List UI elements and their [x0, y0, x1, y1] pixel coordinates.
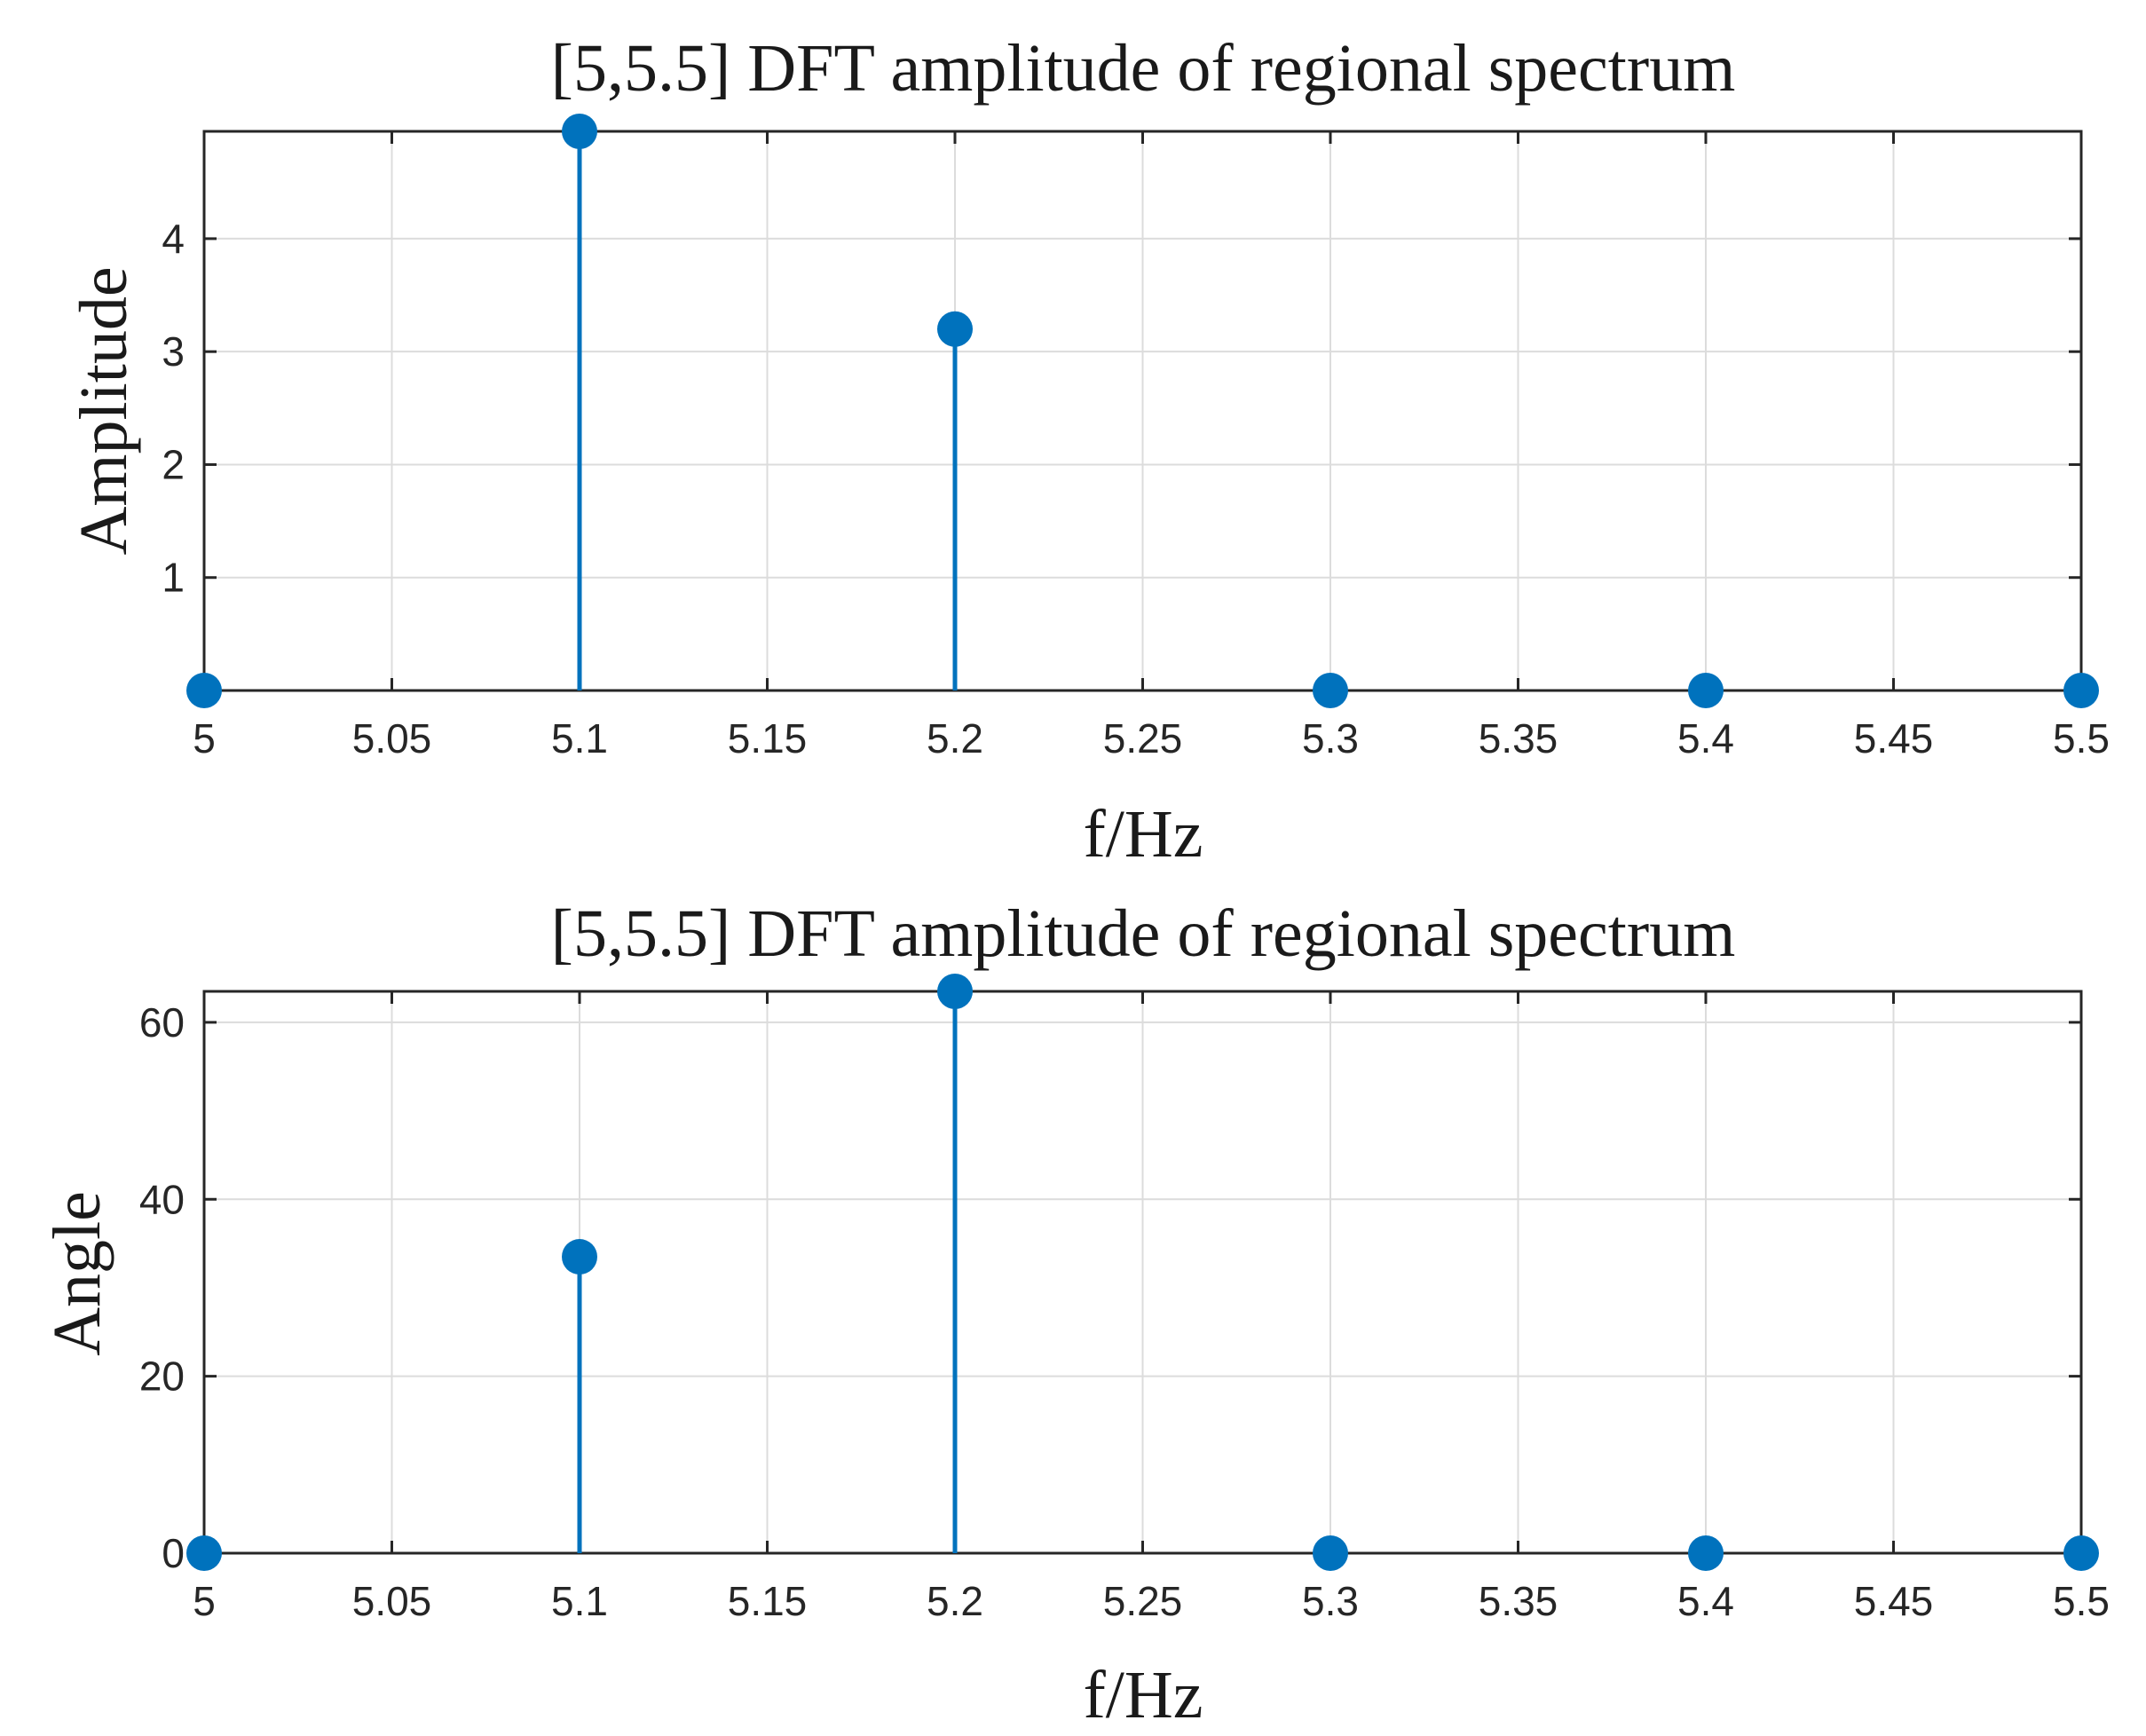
- amplitude-stems: [186, 114, 2099, 708]
- amplitude-x-tick-label: 5.1: [551, 715, 608, 761]
- amplitude-x-tick-label: 5.15: [728, 715, 808, 761]
- amplitude-x-tick-label: 5.4: [1677, 715, 1734, 761]
- angle-ticks: 5 5.05 5.1 5.15 5.2 5.25 5.3 5.35 5.4 5.45 5.5 0 20 4…: [139, 991, 2110, 1624]
- angle-x-tick-label: 5.05: [352, 1578, 432, 1624]
- angle-stems: [186, 974, 2099, 1571]
- angle-y-tick-label: 60: [139, 999, 185, 1046]
- amplitude-y-tick-label: 4: [162, 216, 185, 262]
- angle-y-tick-label: 20: [139, 1353, 185, 1400]
- angle-stem-marker: [937, 974, 973, 1009]
- amplitude-ticks: 5 5.05 5.1 5.15 5.2 5.25 5.3 5.35 5.4 5.45 5.5 1 2 3 4: [162, 131, 2110, 761]
- amplitude-stem-marker: [1688, 673, 1724, 708]
- amplitude-stem-marker: [186, 673, 222, 708]
- amplitude-stem-marker: [1313, 673, 1348, 708]
- angle-x-tick-label: 5.15: [728, 1578, 808, 1624]
- amplitude-x-tick-label: 5.05: [352, 715, 432, 761]
- angle-x-tick-label: 5.25: [1103, 1578, 1183, 1624]
- angle-x-tick-label: 5: [193, 1578, 216, 1624]
- amplitude-stem-marker: [562, 114, 597, 149]
- amplitude-x-tick-label: 5.3: [1302, 715, 1359, 761]
- amplitude-x-tick-label: 5: [193, 715, 216, 761]
- amplitude-x-axis-label: f/Hz: [1083, 797, 1203, 872]
- angle-y-tick-label: 0: [162, 1530, 185, 1576]
- subplot-angle: 5 5.05 5.1 5.15 5.2 5.25 5.3 5.35 5.4 5.45 5.5 0 20 4…: [40, 896, 2110, 1732]
- amplitude-x-tick-label: 5.45: [1854, 715, 1934, 761]
- angle-grid: [203, 991, 2082, 1554]
- subplot-amplitude: 5 5.05 5.1 5.15 5.2 5.25 5.3 5.35 5.4 5.45 5.5 1 2 3 4…: [67, 31, 2110, 872]
- angle-stem-marker: [562, 1239, 597, 1275]
- amplitude-y-tick-label: 2: [162, 441, 185, 487]
- angle-stem-marker: [1688, 1535, 1724, 1571]
- angle-x-tick-label: 5.2: [927, 1578, 983, 1624]
- amplitude-y-tick-label: 1: [162, 555, 185, 601]
- angle-chart-title: [5,5.5] DFT amplitude of regional spectr…: [551, 896, 1736, 971]
- amplitude-x-tick-label: 5.5: [2053, 715, 2110, 761]
- angle-stem-marker: [2063, 1535, 2099, 1571]
- amplitude-y-axis-label: Amplitude: [67, 266, 141, 555]
- angle-x-tick-label: 5.35: [1479, 1578, 1558, 1624]
- angle-x-tick-label: 5.45: [1854, 1578, 1934, 1624]
- angle-x-tick-label: 5.1: [551, 1578, 608, 1624]
- angle-stem-marker: [1313, 1535, 1348, 1571]
- amplitude-y-tick-label: 3: [162, 328, 185, 375]
- angle-x-tick-label: 5.5: [2053, 1578, 2110, 1624]
- angle-x-tick-label: 5.3: [1302, 1578, 1359, 1624]
- amplitude-chart-title: [5,5.5] DFT amplitude of regional spectr…: [551, 31, 1736, 106]
- angle-x-tick-label: 5.4: [1677, 1578, 1734, 1624]
- amplitude-stem-marker: [937, 311, 973, 347]
- amplitude-x-tick-label: 5.25: [1103, 715, 1183, 761]
- amplitude-stem-marker: [2063, 673, 2099, 708]
- angle-stem-marker: [186, 1535, 222, 1571]
- angle-y-tick-label: 40: [139, 1176, 185, 1222]
- amplitude-grid: [203, 131, 2082, 690]
- angle-y-axis-label: Angle: [40, 1191, 114, 1356]
- angle-x-axis-label: f/Hz: [1083, 1658, 1203, 1732]
- amplitude-x-tick-label: 5.2: [927, 715, 983, 761]
- amplitude-x-tick-label: 5.35: [1479, 715, 1558, 761]
